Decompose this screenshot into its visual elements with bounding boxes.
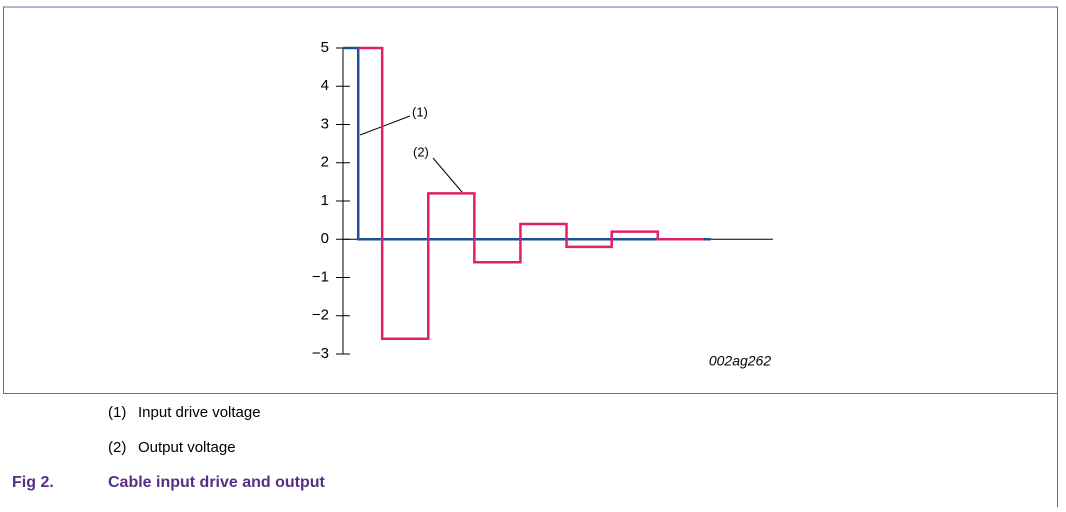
legend-name: Output voltage <box>138 439 236 456</box>
y-tick-label: 1 <box>321 192 329 209</box>
legend-label: (2) <box>108 439 126 456</box>
legend-label: (1) <box>108 404 126 421</box>
figure-id: 002ag262 <box>709 353 772 369</box>
caption-title: Cable input drive and output <box>108 474 326 491</box>
y-tick-label: 2 <box>321 154 329 171</box>
y-tick-label: −3 <box>312 345 329 362</box>
callout-line <box>359 115 411 136</box>
callout-line <box>432 157 463 193</box>
y-tick-label: 0 <box>321 230 329 247</box>
y-tick-label: 3 <box>321 115 329 132</box>
step-line <box>358 46 704 340</box>
y-tick-label: −2 <box>312 307 329 324</box>
y-tick-label: −1 <box>312 268 329 285</box>
step-line <box>343 46 711 241</box>
legend-name: Input drive voltage <box>138 404 261 421</box>
caption-number: Fig 2. <box>12 474 54 491</box>
y-tick-label: 5 <box>321 39 329 56</box>
callout: (1) <box>412 104 428 119</box>
callout: (2) <box>413 144 429 159</box>
y-tick-label: 4 <box>321 77 329 94</box>
